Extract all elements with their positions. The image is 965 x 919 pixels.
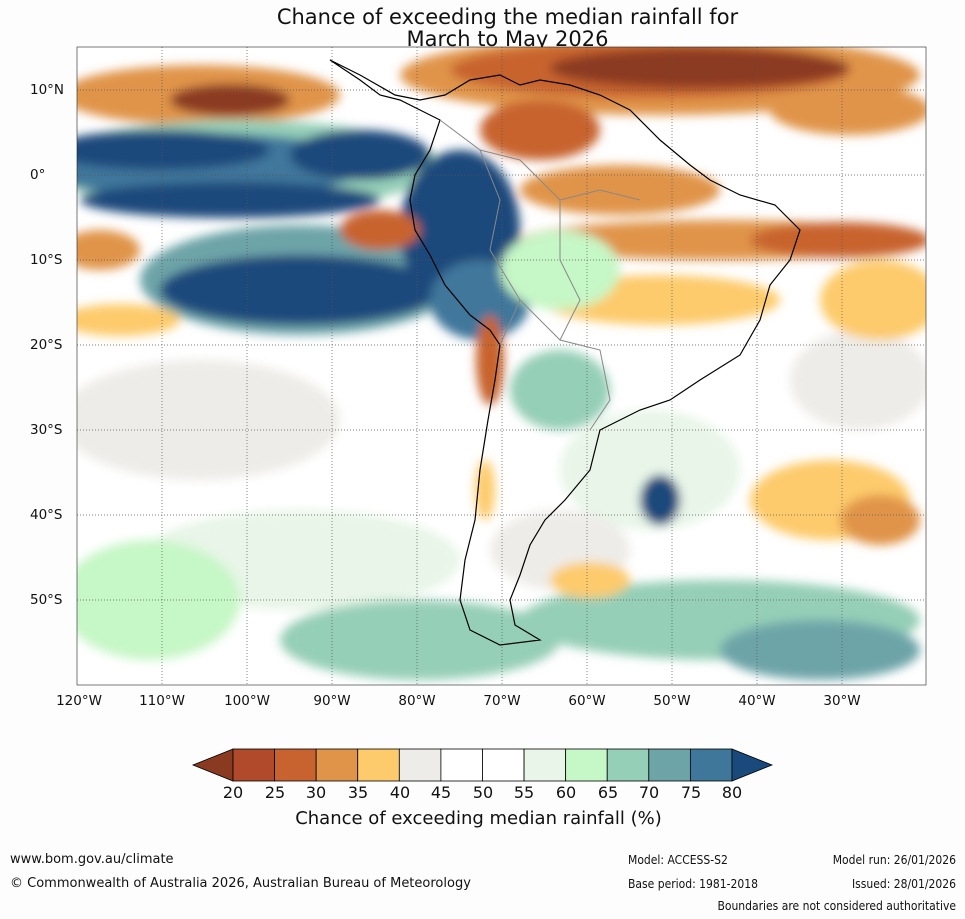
footer-issued: Issued: 28/01/2026: [851, 877, 956, 891]
colorbar-tick: 35: [347, 783, 369, 802]
map-title-line2: March to May 2026: [406, 27, 609, 51]
colorbar-swatch: [357, 748, 400, 782]
footer-disclaimer: Boundaries are not considered authoritat…: [717, 899, 956, 913]
colorbar-tick: 65: [597, 783, 619, 802]
footer-base-period: Base period: 1981-2018: [628, 877, 759, 891]
colorbar-swatch: [648, 748, 691, 782]
footer-model-run: Model run: 26/01/2026: [832, 853, 956, 867]
colorbar-swatch: [274, 748, 317, 782]
country-borders: [439, 119, 641, 431]
colorbar-extend-high: [731, 748, 774, 782]
map-field: [77, 47, 926, 685]
colorbar-swatch: [232, 748, 275, 782]
lat-label-40s: 40°S: [30, 507, 63, 523]
map-title-line1: Chance of exceeding the median rainfall …: [276, 5, 739, 29]
colorbar-tick: 30: [305, 783, 327, 802]
lon-label-70w: 70°W: [483, 693, 521, 709]
colorbar-tick: 40: [389, 783, 411, 802]
colorbar-swatch: [315, 748, 359, 782]
lon-label-40w: 40°W: [738, 693, 776, 709]
lat-label-10n: 10°N: [30, 82, 65, 98]
footer-url[interactable]: www.bom.gov.au/climate: [10, 852, 174, 867]
footer-copyright: © Commonwealth of Australia 2026, Austra…: [10, 876, 471, 891]
lon-label-80w: 80°W: [398, 693, 436, 709]
colorbar-tick: 25: [264, 783, 286, 802]
colorbar-swatch: [440, 748, 483, 782]
colorbar-tick: 60: [555, 783, 577, 802]
colorbar-swatch: [689, 748, 733, 782]
footer-model: Model: ACCESS-S2: [628, 853, 728, 867]
colorbar-swatch: [398, 748, 442, 782]
lon-label-50w: 50°W: [653, 693, 691, 709]
colorbar-swatch: [482, 748, 525, 782]
colorbar-tick: 80: [721, 783, 743, 802]
colorbar-tick: 45: [430, 783, 452, 802]
lat-label-20s: 20°S: [30, 337, 63, 353]
lon-label-30w: 30°W: [823, 693, 861, 709]
colorbar-swatch: [523, 748, 567, 782]
colorbar: [191, 748, 774, 782]
colorbar-tick: 70: [638, 783, 660, 802]
colorbar-swatch: [565, 748, 608, 782]
lon-label-110w: 110°W: [139, 693, 185, 709]
lon-label-90w: 90°W: [313, 693, 351, 709]
lon-label-100w: 100°W: [224, 693, 270, 709]
lat-label-30s: 30°S: [30, 422, 63, 438]
colorbar-extend-low: [191, 748, 234, 782]
map-frame: [76, 46, 927, 686]
lat-label-0: 0°: [30, 167, 46, 183]
colorbar-tick: 20: [222, 783, 244, 802]
lon-label-120w: 120°W: [56, 693, 102, 709]
colorbar-tick: 75: [680, 783, 702, 802]
colorbar-tick: 50: [472, 783, 494, 802]
lat-label-10s: 10°S: [30, 252, 63, 268]
south-america-coastline: [329, 59, 801, 646]
colorbar-title: Chance of exceeding median rainfall (%): [295, 808, 662, 829]
lat-label-50s: 50°S: [30, 592, 63, 608]
graticule: [77, 47, 926, 685]
colorbar-tick: 55: [513, 783, 535, 802]
lon-label-60w: 60°W: [568, 693, 606, 709]
colorbar-swatch: [606, 748, 650, 782]
